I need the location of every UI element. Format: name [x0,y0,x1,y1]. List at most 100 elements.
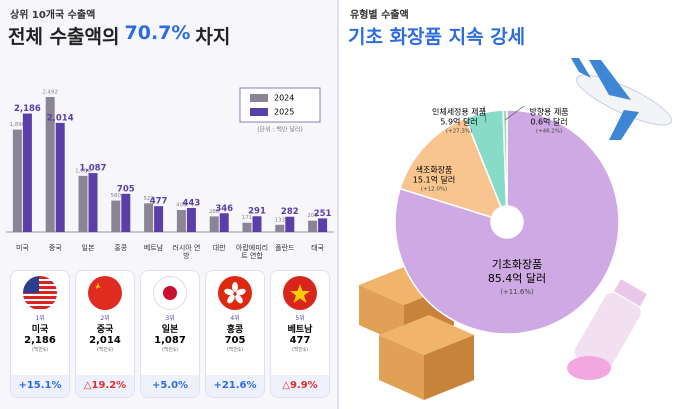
value-label: 2,492 [42,90,58,96]
unit: (백만$) [291,347,309,353]
slice-name: 방향용 제품 [529,107,568,117]
unit: (백만$) [226,347,244,353]
legend-label: 2024 [274,94,294,103]
slice-name: 기초화장품 [492,258,543,271]
x-tick-label: 베트남 [143,244,164,252]
value: 705 [224,335,246,346]
value-label: 282 [281,207,299,217]
headline-part: 차지 [195,26,231,48]
x-tick-label: 대만 [212,244,226,252]
value-label: 705 [117,184,135,194]
rank: 1위 [35,315,45,322]
airplane [571,58,672,140]
card: 2위 중국 2,014 (백만$) △19.2% [75,270,135,398]
kicker: 상위 10개국 수출액 [10,10,96,21]
tube [567,279,647,380]
value-label: 1,036 [75,168,91,174]
flag [153,276,187,310]
change: +21.6% [206,375,264,397]
x-tick-label: 태국 [311,244,325,252]
value-label: 1,890 [10,122,26,128]
headline-highlight: 기초 화장품 지속 강세 [348,26,526,48]
value-label: 2,186 [14,104,41,114]
value-label: 406 [176,203,187,209]
bar [78,175,88,232]
slice-change: (+27.3%) [446,129,472,135]
value-label: 2,014 [47,113,74,123]
bar [209,216,219,232]
pie-slice [502,109,508,207]
slice-value: 85.4억 달러 [488,272,546,285]
value-label: 171 [242,215,253,221]
headline-part: 전체 수출액의 [8,26,120,48]
change: +5.0% [141,375,199,397]
value: 1,087 [154,335,186,346]
boxes [359,265,474,400]
flag [283,276,317,310]
rank: 3위 [165,315,175,322]
legend-swatch [250,108,268,116]
flag [88,276,122,310]
card: 1위 미국 2,186 (백만$) +15.1% [10,270,70,398]
legend-swatch [250,94,268,102]
bar [111,200,121,232]
pie-slice [394,109,620,335]
country: 미국 [31,325,49,335]
x-tick-label: 아랍에미리트 연합 [235,244,269,261]
change: △9.9% [271,375,329,397]
pie-slice [399,117,503,219]
value: 2,014 [89,335,121,346]
card: 5위 베트남 477 (백만$) △9.9% [270,270,330,398]
x-tick-label: 중국 [48,244,62,252]
slice-change: (+12.0%) [421,187,447,193]
headline: 전체 수출액의 70.7% 차지 [8,22,230,49]
value-label: 1,087 [80,164,107,174]
flag [23,276,57,310]
kicker: 유형별 수출액 [350,10,409,21]
country: 베트남 [287,325,313,335]
headline: 기초 화장품 지속 강세 [348,22,525,49]
country: 홍콩 [226,325,244,335]
country: 일본 [161,325,179,335]
x-tick-label: 미국 [15,244,29,252]
unit: (백만$) [161,347,179,353]
slice-change: (+46.2%) [536,129,562,135]
country: 중국 [96,325,114,335]
value-label: 580 [111,193,122,199]
slice-value: 5.9억 달러 [440,117,477,127]
value-label: 346 [215,204,233,214]
bar [144,203,154,232]
headline-highlight: 70.7% [124,22,191,44]
card: 3위 일본 1,087 (백만$) +5.0% [140,270,200,398]
value-label: 133 [275,217,286,223]
value-label: 288 [209,209,220,215]
slice-name: 인체세정용 제품 [432,107,486,117]
bar [55,122,65,232]
change: +15.1% [11,375,69,397]
unit-note: (단위 : 백만 달러) [257,126,303,134]
rank: 4위 [230,315,240,322]
value-label: 477 [150,197,168,207]
legend-label: 2025 [274,108,294,117]
value-label: 443 [183,199,201,209]
bar [275,224,285,232]
bar [88,173,98,232]
slice-change: (+11.6%) [500,288,534,296]
legend-box [239,87,321,123]
value-label: 529 [143,196,154,202]
leader-line [483,105,487,123]
unit: (백만$) [96,347,114,353]
bar [242,222,252,232]
bar [219,213,229,232]
bar [154,206,164,232]
slice-name: 색조화장품 [416,165,453,175]
divider [337,0,339,409]
bar [308,220,318,232]
bar [22,113,32,232]
unit: (백만$) [31,347,49,353]
flag [218,276,252,310]
value-label: 251 [314,209,332,219]
bar [176,210,186,232]
